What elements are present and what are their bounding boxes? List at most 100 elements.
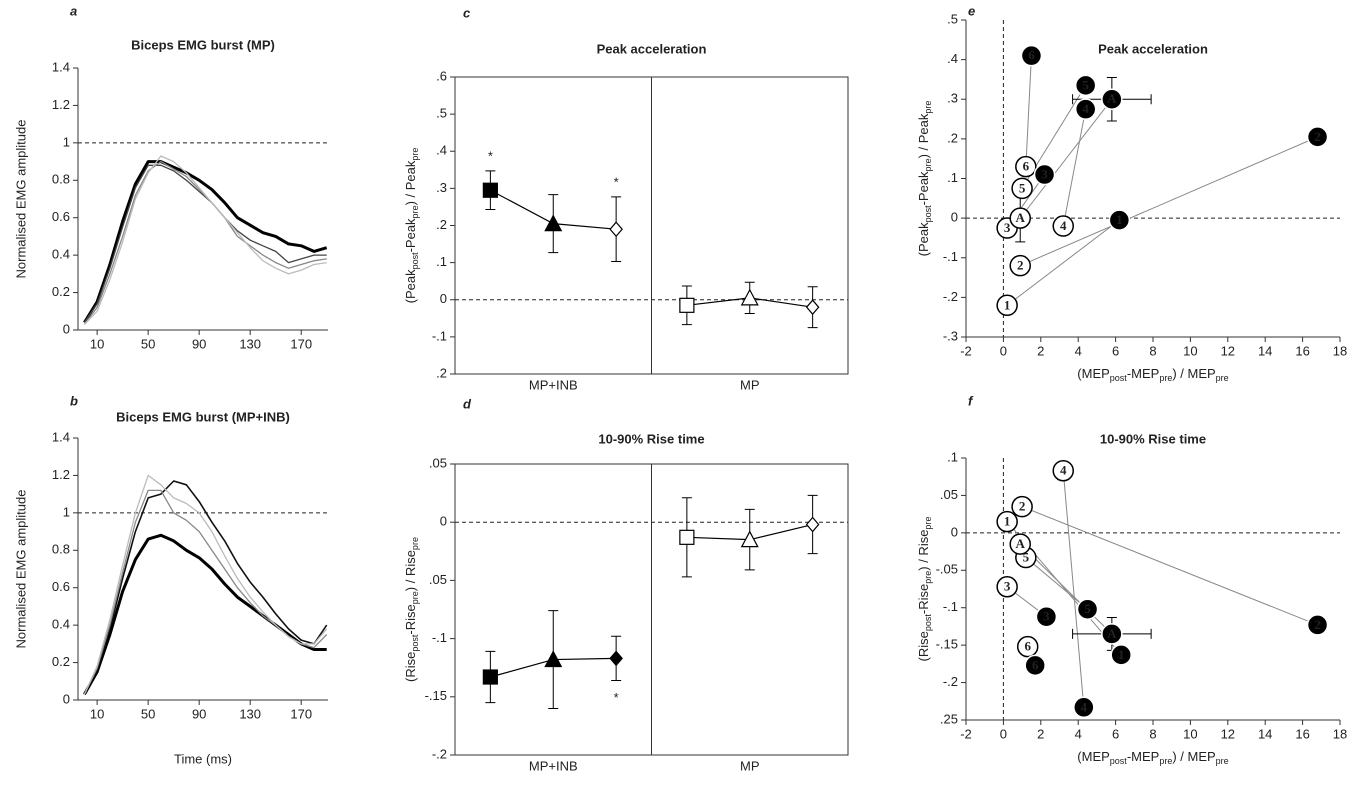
y-tick-label: .1 (436, 254, 447, 269)
chart-title: Peak acceleration (597, 41, 707, 56)
marker (740, 530, 759, 548)
x-tick-label: 6 (1112, 343, 1119, 358)
x-tick-label: -2 (960, 343, 972, 358)
y-tick-label: 0 (63, 691, 70, 706)
subscript: pre (410, 537, 420, 550)
point-label: 4 (1081, 699, 1088, 714)
point-label: 5 (1023, 550, 1030, 565)
panel-label: f (968, 393, 974, 408)
panel-label: c (463, 5, 471, 20)
marker (609, 650, 623, 667)
point-label: A (1016, 536, 1026, 551)
point (1009, 533, 1031, 555)
subscript: post (1110, 756, 1128, 766)
y-tick-label: -.2 (943, 289, 958, 304)
x-tick-label: 18 (1333, 343, 1347, 358)
pair-connector (1006, 219, 1120, 306)
y-tick-label: 1.4 (52, 59, 70, 74)
y-axis-label: (Peakpost-Peakpre) / Peakpre (403, 148, 420, 304)
y-tick-label: .3 (436, 180, 447, 195)
y-axis-label: (Risepost-Risepre) / Risepre (403, 537, 420, 682)
point (1074, 74, 1097, 97)
point (1306, 126, 1329, 148)
data-line (83, 164, 327, 323)
chart-title: 10-90% Rise time (598, 431, 704, 446)
x-tick-label: 4 (1075, 726, 1082, 741)
subscript: pre (923, 517, 933, 530)
y-tick-label: 1.4 (52, 429, 70, 444)
subscript: post (410, 252, 420, 270)
x-tick-label: 50 (141, 706, 155, 721)
point-label: 1 (1004, 297, 1011, 312)
point-label: 6 (1024, 639, 1031, 654)
point-label: 3 (1004, 220, 1011, 235)
pair-connector (1062, 109, 1087, 227)
y-tick-label: 0.4 (52, 617, 70, 632)
y-tick-label: 0.2 (52, 654, 70, 669)
pair-connector (1062, 470, 1085, 708)
chart-title: Biceps EMG burst (MP+INB) (116, 409, 290, 424)
subscript: pre (1159, 373, 1172, 383)
x-tick-label: 10 (90, 706, 104, 721)
point (1015, 155, 1037, 178)
label-part: (Rise (403, 652, 418, 682)
x-tick-label: 14 (1258, 343, 1272, 358)
marker (679, 529, 695, 545)
significance-star: * (488, 148, 493, 163)
subscript: pre (923, 101, 933, 114)
point (996, 510, 1018, 533)
point (1020, 44, 1043, 67)
x-tick-label: 16 (1295, 343, 1309, 358)
point-label: 1 (1118, 647, 1125, 662)
point-label: 6 (1032, 657, 1039, 672)
y-tick-label: -.1 (432, 630, 447, 645)
data-line (83, 480, 328, 695)
y-tick-label: -.15 (425, 688, 447, 703)
point-label: 6 (1023, 159, 1030, 174)
y-tick-label: 1.2 (52, 97, 70, 112)
x-tick-label: 90 (192, 706, 206, 721)
point (1052, 215, 1074, 237)
point (1035, 605, 1058, 628)
y-tick-label: .4 (436, 143, 447, 158)
x-tick-label: 10 (1183, 726, 1197, 741)
x-tick-label: 8 (1149, 726, 1156, 741)
label-part: -MEP (1127, 749, 1160, 764)
y-tick-label: 0.6 (52, 209, 70, 224)
marker (679, 297, 695, 313)
y-tick-label: -.05 (936, 562, 958, 577)
panel-label: b (70, 393, 78, 408)
y-tick-label: -.1 (432, 328, 447, 343)
point (1306, 614, 1329, 636)
y-tick-label: 0 (440, 291, 447, 306)
data-line (83, 533, 327, 696)
point (1009, 207, 1031, 229)
chart-title: Biceps EMG burst (MP) (131, 37, 275, 52)
y-tick-label: 1.2 (52, 467, 70, 482)
point-label: A (1107, 626, 1117, 641)
x-axis-label: (MEPpost-MEPpre) / MEPpre (1077, 749, 1228, 766)
y-tick-label: .5 (436, 106, 447, 121)
group-label: MP+INB (529, 758, 578, 773)
pair-connector (1025, 55, 1032, 167)
y-tick-label: -.3 (943, 328, 958, 343)
marker (544, 214, 563, 232)
data-line (83, 489, 328, 695)
y-tick-label: .05 (429, 455, 447, 470)
label-part: ) / Peak (916, 113, 931, 158)
point-label: 4 (1060, 218, 1067, 233)
chart-title: Peak acceleration (1098, 41, 1208, 56)
marker (482, 669, 498, 685)
y-axis-label: (Risepost-Risepre) / Risepre (916, 517, 933, 662)
marker (805, 299, 820, 316)
group-label: MP (740, 758, 760, 773)
y-axis-label: Normalised EMG amplitude (13, 490, 28, 649)
x-tick-label: 18 (1333, 726, 1347, 741)
y-tick-label: 1 (63, 134, 70, 149)
y-tick-label: 0 (63, 321, 70, 336)
y-tick-label: .2 (436, 217, 447, 232)
y-tick-label: -.1 (943, 249, 958, 264)
label-part: (MEP (1077, 366, 1110, 381)
data-line (83, 155, 327, 325)
marker (544, 650, 563, 668)
